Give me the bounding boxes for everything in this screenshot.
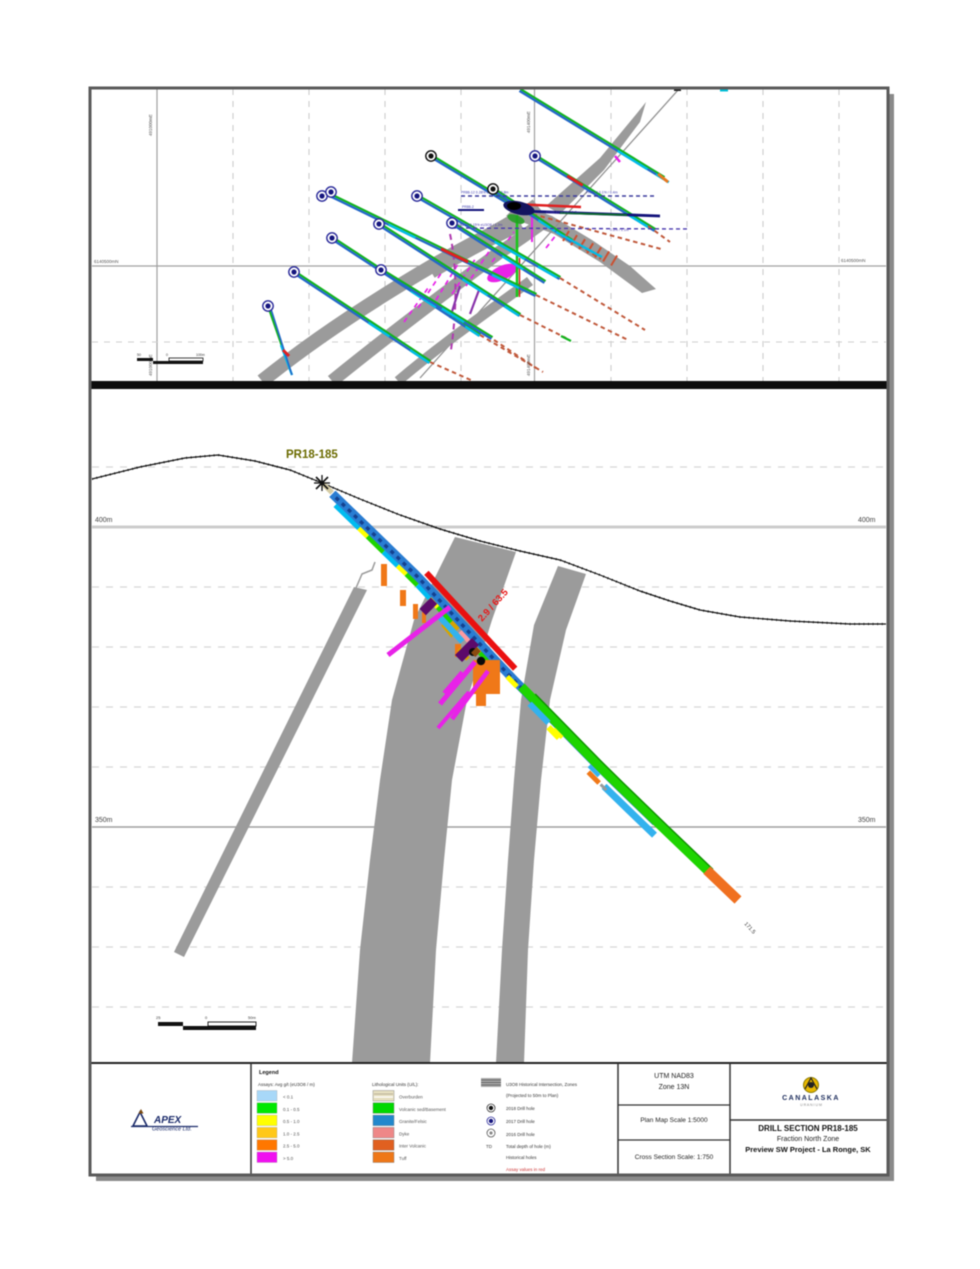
svg-text:PR86-2: PR86-2 xyxy=(462,205,474,209)
svg-text:Cross Section Scale: 1:750: Cross Section Scale: 1:750 xyxy=(635,1154,714,1161)
svg-text:2017 Drill hole: 2017 Drill hole xyxy=(506,1119,535,1124)
svg-text:400m: 400m xyxy=(95,517,113,524)
svg-text:< 0.1: < 0.1 xyxy=(283,1095,294,1100)
svg-text:50: 50 xyxy=(137,353,141,357)
svg-text:PR86-07 0.2% / 0.7m: PR86-07 0.2% / 0.7m xyxy=(546,211,580,215)
svg-text:0.3% / 1.1m: 0.3% / 1.1m xyxy=(610,228,629,232)
svg-text:PR86-12 0.28% eU3O8 / 0.8m: PR86-12 0.28% eU3O8 / 0.8m xyxy=(461,191,509,195)
svg-text:0: 0 xyxy=(166,353,168,357)
svg-text:Tuff: Tuff xyxy=(399,1156,407,1161)
svg-text:50m: 50m xyxy=(248,1015,256,1020)
svg-text:PR86-4 0.1% / 0.4m: PR86-4 0.1% / 0.4m xyxy=(586,191,618,195)
svg-text:1.0 - 2.5: 1.0 - 2.5 xyxy=(283,1131,300,1136)
svg-text:Dyke: Dyke xyxy=(399,1131,410,1136)
svg-text:350m: 350m xyxy=(95,817,113,824)
svg-text:400m: 400m xyxy=(858,517,876,524)
svg-text:TD: TD xyxy=(486,1144,493,1149)
svg-text:Legend: Legend xyxy=(259,1070,279,1076)
svg-text:0.1 - 0.5: 0.1 - 0.5 xyxy=(283,1107,300,1112)
svg-text:UTM NAD83: UTM NAD83 xyxy=(654,1073,694,1080)
svg-text:Historical holes: Historical holes xyxy=(506,1155,537,1160)
svg-text:> 5.0: > 5.0 xyxy=(283,1156,294,1161)
svg-text:DRILL SECTION PR18-185: DRILL SECTION PR18-185 xyxy=(758,1124,858,1133)
svg-text:Volcanic sed/Basement: Volcanic sed/Basement xyxy=(399,1107,447,1112)
svg-text:(Projected to 50m to Plan): (Projected to 50m to Plan) xyxy=(506,1093,559,1098)
svg-text:0.5 - 1.0: 0.5 - 1.0 xyxy=(283,1119,300,1124)
svg-text:PR86-19 0.15% eU3O8 / 1.2m: PR86-19 0.15% eU3O8 / 1.2m xyxy=(455,223,503,227)
svg-text:6140500mN: 6140500mN xyxy=(94,259,119,264)
svg-text:Zone 13N: Zone 13N xyxy=(659,1084,690,1091)
svg-text:491000mE: 491000mE xyxy=(148,354,153,376)
svg-text:6140500mN: 6140500mN xyxy=(841,258,866,263)
svg-text:CANALASKA: CANALASKA xyxy=(782,1095,840,1102)
svg-text:Inter Volcanic: Inter Volcanic xyxy=(399,1144,427,1149)
svg-text:2016 Drill hole: 2016 Drill hole xyxy=(506,1132,535,1137)
svg-text:Total depth of hole (m): Total depth of hole (m) xyxy=(506,1144,551,1149)
svg-text:2.5 - 5.0: 2.5 - 5.0 xyxy=(283,1144,300,1149)
svg-text:350m: 350m xyxy=(858,817,876,824)
svg-text:Plan Map Scale 1:5000: Plan Map Scale 1:5000 xyxy=(640,1117,708,1124)
svg-text:Fraction North Zone: Fraction North Zone xyxy=(777,1136,839,1143)
svg-text:491400mE: 491400mE xyxy=(526,111,531,133)
svg-text:100m: 100m xyxy=(196,353,205,357)
svg-text:APEX: APEX xyxy=(153,1115,183,1126)
svg-text:Geoscience Ltd.: Geoscience Ltd. xyxy=(152,1127,192,1133)
svg-text:491000mE: 491000mE xyxy=(148,114,153,136)
svg-text:U3O8 Historical Intersection,: U3O8 Historical Intersection, Zones xyxy=(506,1082,578,1087)
svg-text:491400mE: 491400mE xyxy=(526,354,531,376)
svg-text:Lithological Units (U/L):: Lithological Units (U/L): xyxy=(372,1082,419,1087)
svg-text:2018 Drill hole: 2018 Drill hole xyxy=(506,1106,535,1111)
svg-text:0: 0 xyxy=(205,1015,208,1020)
svg-text:PR18-185: PR18-185 xyxy=(286,449,338,461)
svg-text:Assay values in red: Assay values in red xyxy=(506,1167,546,1172)
svg-text:25: 25 xyxy=(156,1015,161,1020)
svg-text:U R A N I U M: U R A N I U M xyxy=(800,1103,822,1107)
svg-text:Granite/Felsic: Granite/Felsic xyxy=(399,1119,428,1124)
svg-text:Overburden: Overburden xyxy=(399,1095,423,1100)
svg-text:Assays: Avg g/t (eU3O8 / m): Assays: Avg g/t (eU3O8 / m) xyxy=(258,1082,315,1087)
svg-text:Preview SW Project - La Ronge,: Preview SW Project - La Ronge, SK xyxy=(745,1145,871,1154)
